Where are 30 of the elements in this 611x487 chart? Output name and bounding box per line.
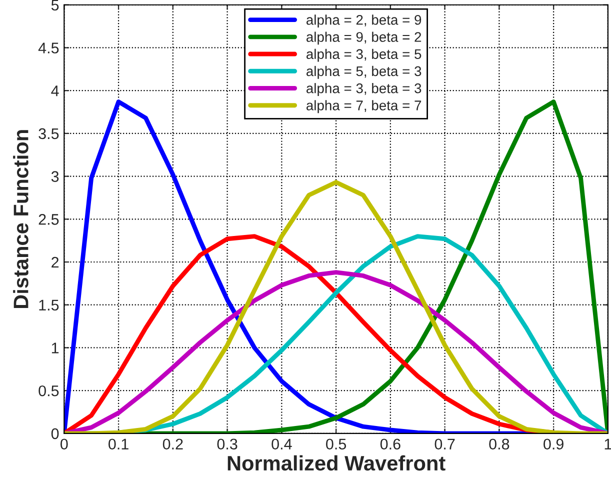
y-tick-label: 1.5 (39, 300, 59, 311)
legend-label: alpha = 5, beta = 3 (306, 66, 422, 79)
y-tick-label: 5 (51, 0, 59, 11)
y-tick-label: 2.5 (38, 214, 59, 225)
legend-label: alpha = 3, beta = 3 (306, 83, 422, 96)
legend-label: alpha = 3, beta = 5 (306, 48, 422, 62)
x-tick-label: 0.7 (434, 438, 455, 450)
x-tick-label: 0.8 (489, 438, 510, 450)
y-tick-label: 3 (51, 171, 59, 182)
x-tick-label: 1 (604, 438, 611, 450)
y-tick-label: 4 (51, 86, 59, 96)
y-tick-label: 2 (52, 256, 59, 268)
x-axis-title: Normalized Wavefront (228, 455, 446, 471)
x-tick-label: 0.9 (544, 438, 564, 450)
x-tick-label: 0.3 (217, 438, 238, 450)
y-tick-label: 0 (51, 428, 59, 440)
x-tick-label: 0.6 (380, 438, 400, 450)
y-axis-title: Distance Function (13, 130, 28, 308)
x-tick-label: 0.2 (162, 438, 183, 450)
legend-label: alpha = 2, beta = 9 (306, 14, 422, 28)
y-tick-label: 1 (52, 342, 59, 354)
y-tick-label: 0.5 (38, 385, 59, 396)
x-tick-label: 0.1 (108, 438, 128, 450)
legend-label: alpha = 9, beta = 2 (306, 32, 422, 45)
y-tick-label: 4.5 (38, 42, 59, 54)
x-tick-label: 0.4 (272, 438, 292, 450)
x-tick-label: 0.5 (326, 438, 346, 450)
legend-label: alpha = 7, beta = 7 (306, 100, 422, 114)
y-tick-label: 3.5 (38, 128, 59, 140)
x-tick-label: 0 (60, 438, 68, 450)
